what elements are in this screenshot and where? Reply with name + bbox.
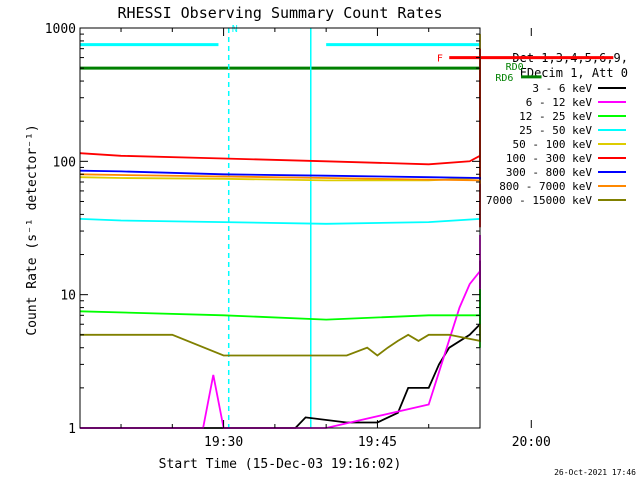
annotation-2: RD0 — [506, 62, 524, 73]
legend-label-3: 25 - 50 keV — [519, 124, 592, 137]
legend-label-5: 100 - 300 keV — [506, 152, 592, 165]
series-line-4 — [79, 34, 481, 182]
annotation-3: RD6 — [495, 73, 513, 84]
annotation-1: F — [437, 54, 443, 65]
series-line-5 — [79, 48, 481, 228]
legend-label-8: 7000 - 15000 keV — [486, 194, 592, 207]
x-tick-label-1: 19:45 — [358, 435, 397, 450]
y-tick-label-1: 10 — [60, 289, 76, 304]
series-line-2 — [79, 289, 481, 348]
x-tick-label-0: 19:30 — [204, 435, 243, 450]
legend-header-line-2: FDecim 1, Att 0 — [520, 66, 628, 80]
y-tick-label-2: 100 — [53, 155, 76, 170]
y-tick-label-3: 1000 — [45, 22, 76, 37]
legend-label-6: 300 - 800 keV — [506, 166, 592, 179]
legend-label-0: 3 - 6 keV — [532, 82, 592, 95]
timestamp-label: 26-Oct-2021 17:46 — [554, 468, 636, 477]
annotation-0: N — [232, 24, 238, 35]
plot-frame — [79, 27, 481, 429]
series-line-3 — [79, 57, 481, 225]
y-tick-label-0: 1 — [68, 422, 76, 437]
x-tick-label-2: 20:00 — [512, 435, 551, 450]
x-axis-label: Start Time (15-Dec-03 19:16:02) — [159, 457, 402, 472]
legend-label-7: 800 - 7000 keV — [499, 180, 592, 193]
series-line-0 — [80, 260, 481, 429]
legend-label-2: 12 - 25 keV — [519, 110, 592, 123]
series-line-1 — [80, 235, 481, 429]
legend-label-1: 6 - 12 keV — [526, 96, 593, 109]
chart-title: RHESSI Observing Summary Count Rates — [117, 4, 442, 22]
y-axis-label: Count Rate (s⁻¹ detector⁻¹) — [25, 124, 40, 335]
series-line-8 — [80, 324, 481, 357]
legend-label-4: 50 - 100 keV — [513, 138, 593, 151]
